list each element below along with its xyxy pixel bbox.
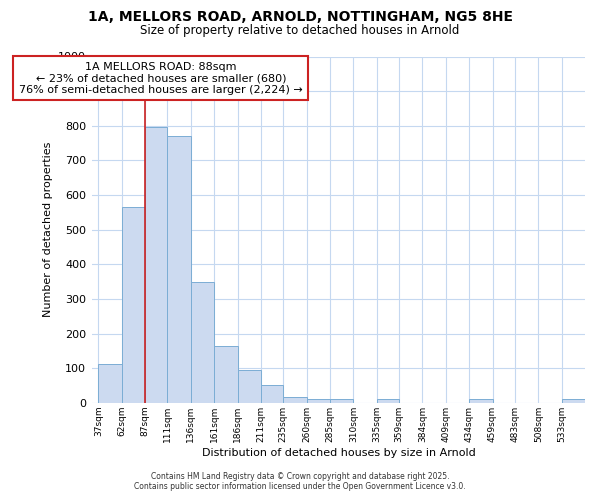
Bar	[469, 400, 493, 403]
Bar	[98, 364, 122, 403]
Bar	[191, 282, 214, 403]
Bar	[261, 386, 283, 403]
Text: 1A, MELLORS ROAD, ARNOLD, NOTTINGHAM, NG5 8HE: 1A, MELLORS ROAD, ARNOLD, NOTTINGHAM, NG…	[88, 10, 512, 24]
Text: Contains HM Land Registry data © Crown copyright and database right 2025.: Contains HM Land Registry data © Crown c…	[151, 472, 449, 481]
Bar	[377, 400, 399, 403]
Bar	[214, 346, 238, 403]
X-axis label: Distribution of detached houses by size in Arnold: Distribution of detached houses by size …	[202, 448, 475, 458]
Text: 1A MELLORS ROAD: 88sqm
← 23% of detached houses are smaller (680)
76% of semi-de: 1A MELLORS ROAD: 88sqm ← 23% of detached…	[19, 62, 303, 95]
Bar	[307, 399, 330, 403]
Bar	[283, 397, 307, 403]
Bar	[122, 207, 145, 403]
Bar	[562, 400, 585, 403]
Text: Contains public sector information licensed under the Open Government Licence v3: Contains public sector information licen…	[134, 482, 466, 491]
Bar	[167, 136, 191, 403]
Text: Size of property relative to detached houses in Arnold: Size of property relative to detached ho…	[140, 24, 460, 37]
Bar	[145, 128, 167, 403]
Y-axis label: Number of detached properties: Number of detached properties	[43, 142, 53, 318]
Bar	[330, 399, 353, 403]
Bar	[238, 370, 261, 403]
